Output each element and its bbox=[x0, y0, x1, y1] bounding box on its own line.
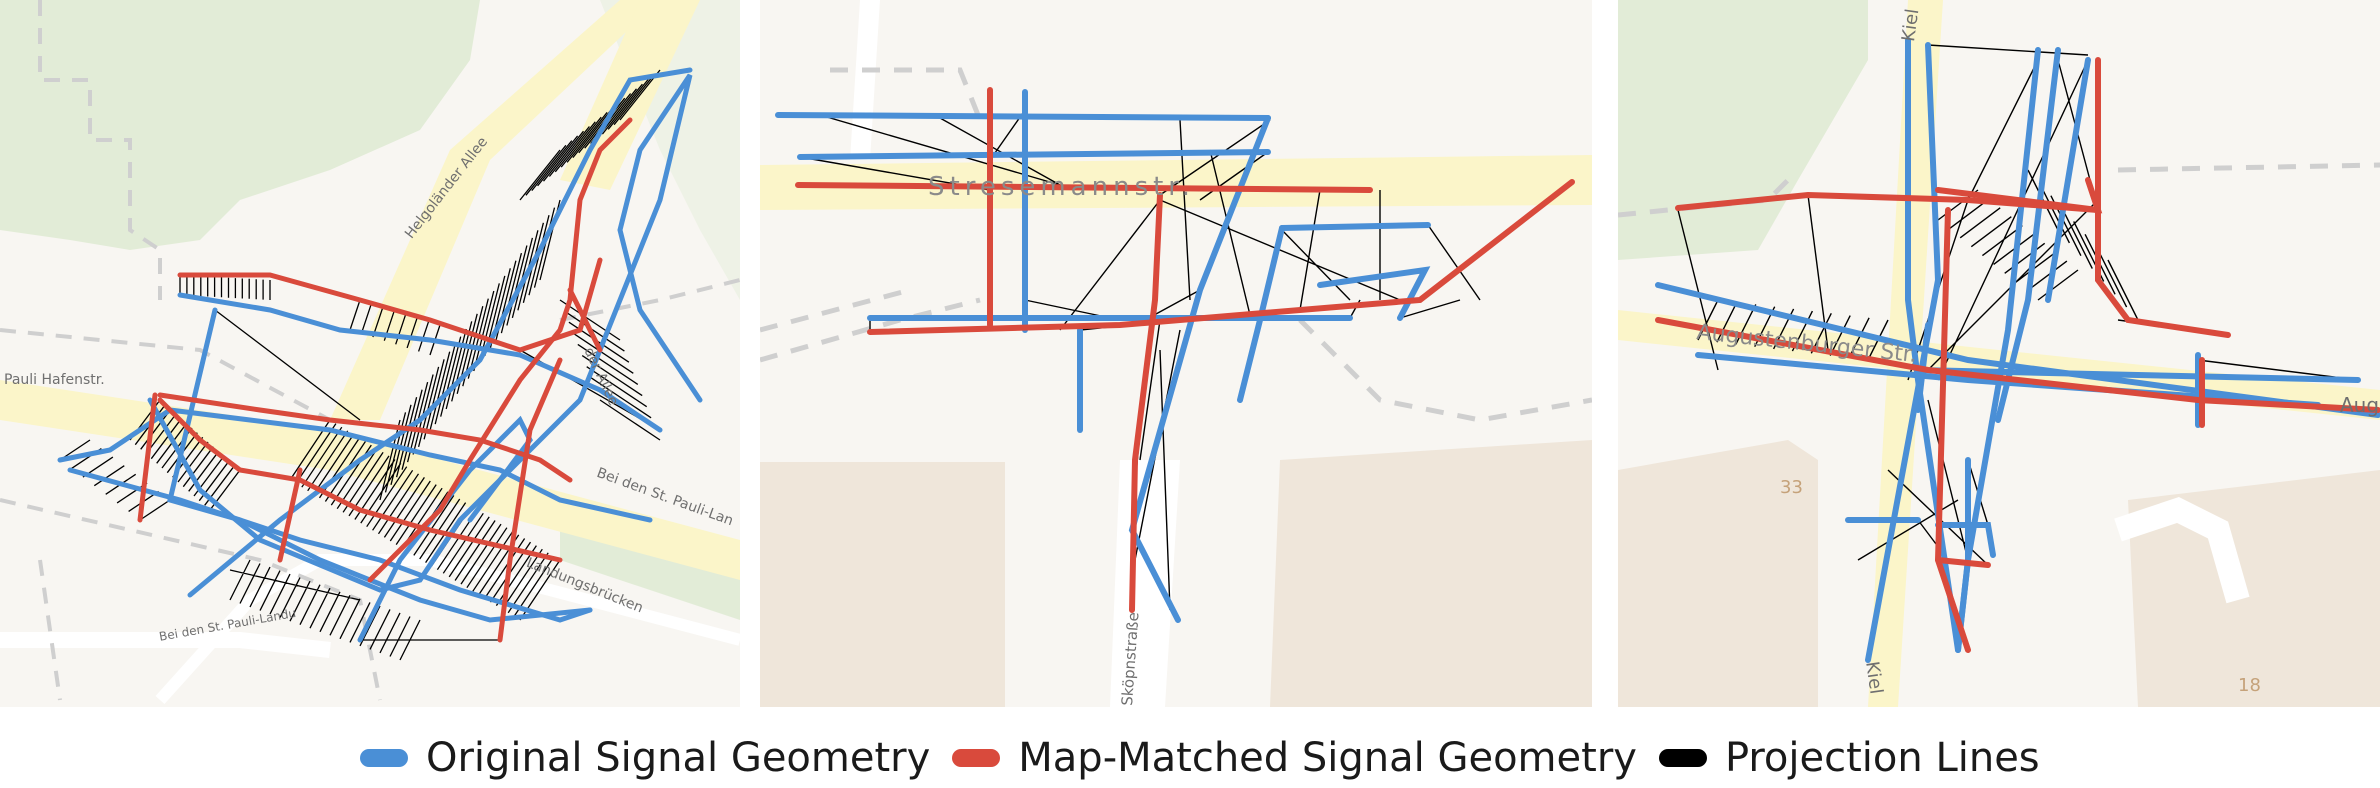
street-label: Aug bbox=[2340, 393, 2380, 417]
map-panel-2[interactable]: Stresemannstr. Sköpnstraße bbox=[760, 0, 1592, 707]
original-signal-geometry bbox=[775, 89, 1431, 623]
street-label: Kiel bbox=[1861, 660, 1887, 696]
map-matched-signal-geometry bbox=[795, 87, 1575, 613]
legend-item-matched: Map-Matched Signal Geometry bbox=[952, 735, 1637, 781]
legend-item-projection: Projection Lines bbox=[1658, 735, 2040, 781]
original-signal-geometry bbox=[57, 67, 703, 643]
map-canvas-1 bbox=[0, 0, 740, 705]
pill-swatch-icon bbox=[952, 749, 1001, 767]
map-panel-3[interactable]: Kiel Augustenburger Str. Aug Kiel 33 18 bbox=[1618, 0, 2380, 707]
pill-swatch-icon bbox=[360, 749, 408, 767]
map-canvas-2 bbox=[760, 0, 1592, 707]
projection-lines bbox=[59, 69, 661, 661]
pill-swatch-icon bbox=[1658, 749, 1707, 767]
house-number: 33 bbox=[1780, 477, 1803, 498]
legend-label: Original Signal Geometry bbox=[426, 735, 931, 781]
legend-label: Map-Matched Signal Geometry bbox=[1018, 735, 1637, 781]
map-canvas-3 bbox=[1618, 0, 2380, 707]
house-number: 18 bbox=[2238, 675, 2261, 696]
street-label: Stresemannstr. bbox=[928, 172, 1195, 202]
street-label: Pauli Hafenstr. bbox=[4, 372, 105, 388]
legend-label: Projection Lines bbox=[1724, 735, 2040, 781]
map-basemap bbox=[1618, 0, 2380, 707]
map-matched-signal-geometry bbox=[137, 117, 633, 643]
map-matched-signal-geometry bbox=[1655, 57, 2380, 653]
map-basemap bbox=[760, 0, 1592, 707]
legend: Original Signal Geometry Map-Matched Sig… bbox=[360, 728, 2062, 788]
legend-item-original: Original Signal Geometry bbox=[360, 735, 930, 781]
map-panel-1[interactable]: Helgoländer Allee Pauli Hafenstr. Bei de… bbox=[0, 0, 740, 707]
